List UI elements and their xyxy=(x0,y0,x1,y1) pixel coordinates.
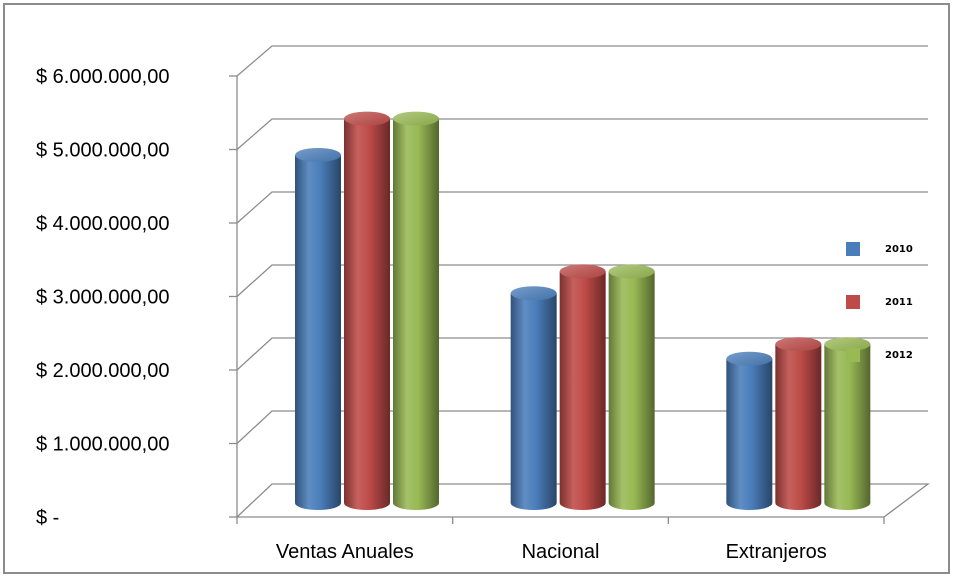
bar xyxy=(559,264,606,511)
x-category-label: Extranjeros xyxy=(726,541,827,563)
bar-body xyxy=(295,155,341,510)
bar-cap xyxy=(726,351,773,366)
y-axis-tick-labels: $ - $ 1.000.000,00 $ 2.000.000,00 $ 3.000.0… xyxy=(36,66,169,529)
y-tick-label: $ 1.000.000,00 xyxy=(36,434,169,456)
bar xyxy=(726,351,773,510)
gridlines xyxy=(229,45,928,518)
x-axis: Ventas Anuales Nacional Extranjeros xyxy=(236,517,885,563)
bar-body xyxy=(775,344,822,511)
legend-swatch xyxy=(846,295,860,309)
y-tick-label: $ 6.000.000,00 xyxy=(36,66,169,88)
y-tick-label: $ 3.000.000,00 xyxy=(36,287,169,309)
bar-body xyxy=(824,344,871,511)
gridline xyxy=(236,410,928,444)
y-tick-label: $ 2.000.000,00 xyxy=(36,360,169,382)
legend-item: 2011 xyxy=(846,295,913,309)
bar-body xyxy=(393,118,439,510)
bar-cap xyxy=(608,264,655,279)
bar-cap xyxy=(510,286,557,301)
legend-label: 2011 xyxy=(885,297,913,308)
bar xyxy=(775,337,822,511)
bar xyxy=(344,111,390,510)
legend: 2010 2011 2012 xyxy=(846,242,913,362)
gridline xyxy=(236,264,928,297)
gridline xyxy=(236,191,928,224)
bar-body xyxy=(608,271,655,511)
bar-body xyxy=(559,271,606,511)
legend-label: 2012 xyxy=(885,350,913,361)
legend-label: 2010 xyxy=(885,244,913,255)
legend-item: 2010 xyxy=(846,242,913,256)
bar xyxy=(510,286,557,510)
gridline xyxy=(236,337,928,371)
bar-cap xyxy=(393,111,439,126)
bars xyxy=(295,111,871,511)
legend-swatch xyxy=(846,242,860,256)
bar-cap xyxy=(344,111,390,126)
bar xyxy=(295,148,341,510)
bar-body xyxy=(510,293,557,510)
bar-cap xyxy=(824,337,871,352)
x-category-label: Ventas Anuales xyxy=(276,541,414,563)
legend-swatch xyxy=(846,348,860,362)
bar-cap xyxy=(559,264,606,279)
bar-body xyxy=(344,118,390,510)
y-tick-label: $ - xyxy=(36,507,59,529)
y-tick-label: $ 4.000.000,00 xyxy=(36,213,169,235)
x-category-label: Nacional xyxy=(522,541,600,563)
gridline xyxy=(236,45,928,77)
bar-cap xyxy=(295,148,341,163)
bar xyxy=(608,264,655,511)
bar-body xyxy=(726,358,773,510)
bar xyxy=(393,111,439,510)
gridline xyxy=(236,118,928,150)
legend-item: 2012 xyxy=(846,348,913,362)
y-tick-label: $ 5.000.000,00 xyxy=(36,140,169,162)
bar-cap xyxy=(775,337,822,352)
bar xyxy=(824,337,871,511)
